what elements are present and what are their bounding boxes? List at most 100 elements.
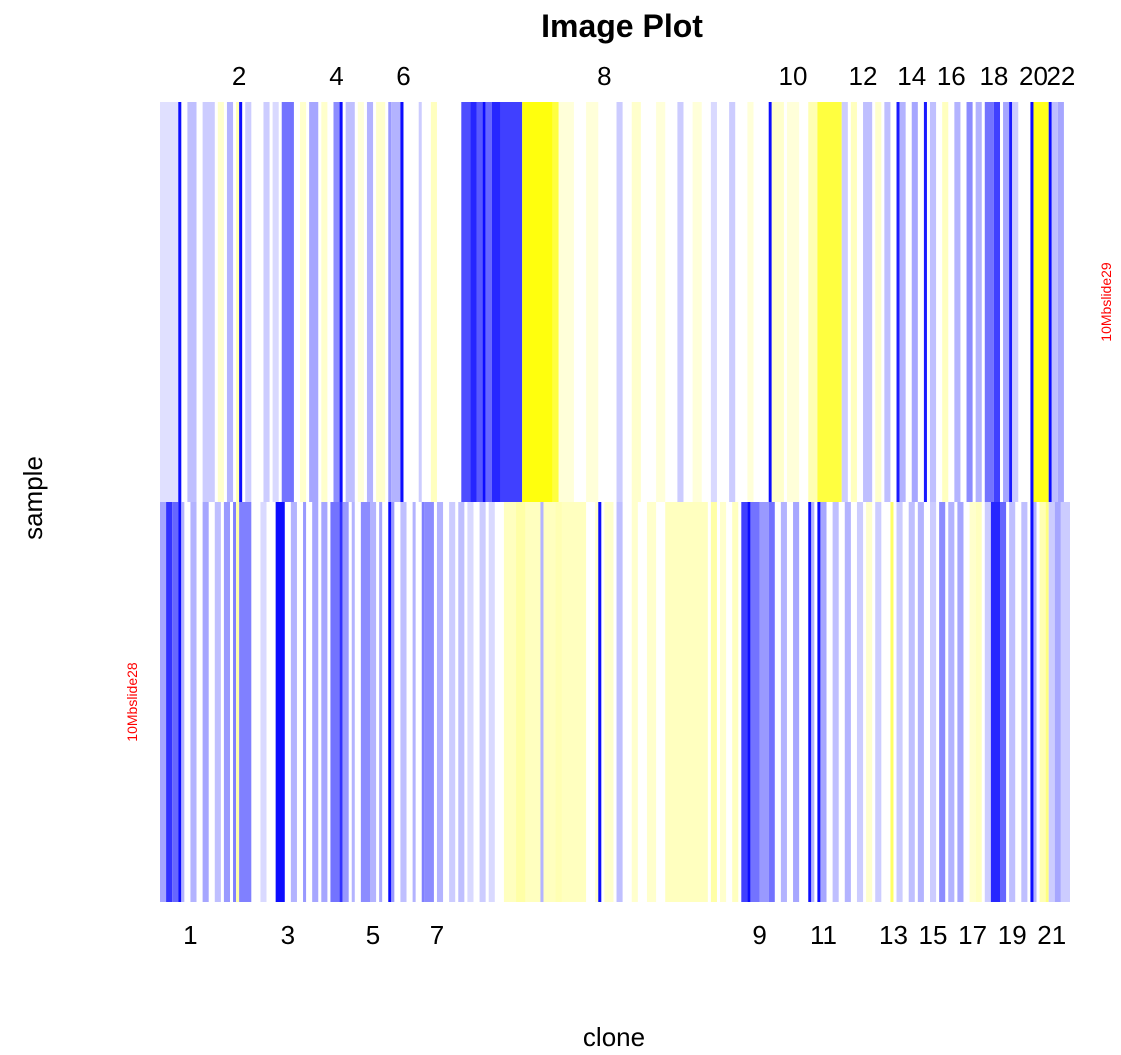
heatmap-cell (400, 102, 404, 502)
heatmap-cell (391, 502, 395, 902)
bottom-chromosome-labels: 1 3 5 7 9 11 13 15 17 19 21 (183, 920, 1066, 950)
heatmap-cell (896, 502, 903, 902)
heatmap-cell (875, 102, 882, 502)
chromosome-tick-label: 4 (329, 61, 343, 91)
heatmap-cell (223, 502, 230, 902)
sample-labels: 10Mbslide29 10Mbslide28 (124, 262, 1114, 742)
heatmap-cell (890, 502, 894, 902)
heatmap-cell (1048, 102, 1052, 502)
heatmap-cell (233, 502, 237, 902)
heatmap-cell (808, 502, 812, 902)
heatmap-cell (856, 502, 864, 902)
heatmap-cell (226, 102, 234, 502)
heatmap-cell (467, 502, 474, 902)
heatmap-cell (875, 502, 882, 902)
heatmap-cell (476, 102, 483, 502)
heatmap-cell (290, 502, 297, 902)
heatmap-cell (303, 502, 307, 902)
heatmap-cell (275, 502, 285, 902)
heatmap-cell (391, 102, 404, 502)
chromosome-tick-label: 15 (919, 920, 948, 950)
chromosome-tick-label: 10 (779, 61, 808, 91)
heatmap-cell (729, 102, 736, 502)
heatmap-cell (516, 502, 526, 902)
heatmap-cell (750, 502, 760, 902)
heatmap-cell (1009, 502, 1016, 902)
heatmap-cell (710, 102, 717, 502)
heatmap-cell (412, 502, 416, 902)
heatmap-cell (166, 502, 173, 902)
heatmap-cell (975, 502, 982, 902)
heatmap-cell (808, 102, 818, 502)
heatmap-cell (954, 102, 961, 502)
heatmap-cell (458, 502, 465, 902)
chromosome-tick-label: 14 (897, 61, 926, 91)
heatmap-cell (598, 502, 602, 902)
heatmap-cell (500, 102, 523, 502)
heatmap-cell (969, 502, 976, 902)
chromosome-tick-label: 21 (1037, 920, 1066, 950)
heatmap-cell (1030, 102, 1034, 502)
heatmap-cell (345, 102, 355, 502)
heatmap-cell (160, 102, 179, 502)
heatmap-cell (236, 102, 240, 502)
heatmap-cell (370, 502, 377, 902)
heatmap-cell (1030, 502, 1034, 902)
heatmap-cell (333, 102, 340, 502)
heatmap-cell (309, 102, 319, 502)
heatmap-cell (820, 502, 827, 902)
heatmap-cell (984, 502, 991, 902)
chart-title: Image Plot (541, 8, 703, 44)
heatmap-cell (217, 102, 224, 502)
heatmap-cell (768, 502, 775, 902)
heatmap-cell (321, 102, 328, 502)
heatmap-cell (482, 102, 486, 502)
heatmap-cell (817, 102, 842, 502)
chromosome-tick-label: 3 (281, 920, 295, 950)
chromosome-tick-label: 17 (958, 920, 987, 950)
sample-label: 10Mbslide29 (1098, 262, 1114, 342)
heatmap-cell (1057, 102, 1064, 502)
chromosome-tick-label: 13 (879, 920, 908, 950)
heatmap-cell (677, 102, 684, 502)
chromosome-tick-label: 7 (430, 920, 444, 950)
heatmap-cell (1003, 102, 1010, 502)
heatmap-cell (470, 102, 477, 502)
heatmap-cell (300, 102, 307, 502)
heatmap-cell (656, 102, 666, 502)
heatmap-cell (646, 502, 657, 902)
heatmap-cell (899, 102, 906, 502)
heatmap-cell (866, 502, 873, 902)
heatmap-cell (202, 502, 209, 902)
chromosome-tick-label: 6 (396, 61, 410, 91)
heatmap-cell (884, 102, 891, 502)
heatmap-cell (786, 102, 800, 502)
chromosome-tick-label: 2 (232, 61, 246, 91)
heatmap-cell (1048, 502, 1055, 902)
heatmap-cell (330, 502, 340, 902)
heatmap-cell (281, 102, 294, 502)
heatmap-cell (1054, 502, 1061, 902)
heatmap-cell (388, 502, 392, 902)
chromosome-tick-label: 8 (597, 61, 611, 91)
heatmap-cell (616, 102, 623, 502)
heatmap-cell (1033, 102, 1049, 502)
heatmap-cell (558, 102, 574, 502)
heatmap-cell (896, 102, 900, 502)
heatmap-cell (418, 102, 422, 502)
heatmap-cell (239, 502, 252, 902)
heatmap-cell (485, 102, 492, 502)
heatmap-cell (272, 102, 279, 502)
heatmap-cell (479, 502, 486, 902)
heatmap-cell (771, 102, 784, 502)
heatmap-cell (552, 102, 559, 502)
heatmap-cell (710, 502, 717, 902)
x-axis-label: clone (583, 1022, 645, 1052)
heatmap-cell (357, 102, 364, 502)
heatmap-cell (339, 502, 343, 902)
heatmap-cell (817, 502, 821, 902)
heatmap-cell (780, 502, 787, 902)
heatmap-cell (360, 502, 370, 902)
heatmap-cell (260, 502, 267, 902)
chromosome-tick-label: 20 (1019, 61, 1048, 91)
